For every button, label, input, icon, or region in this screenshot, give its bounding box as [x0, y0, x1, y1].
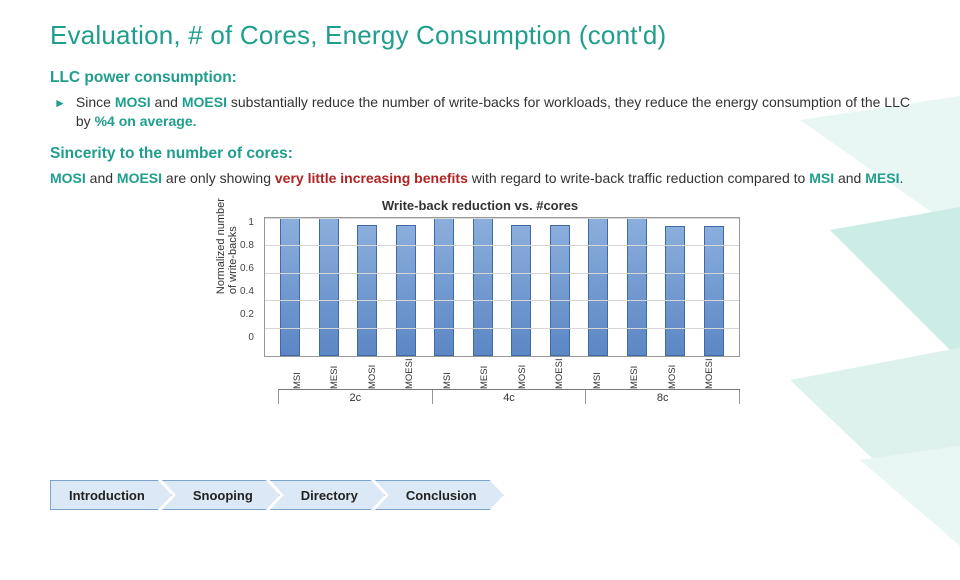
chart-x-tick: MSI: [442, 357, 464, 389]
nav-chevron-conclusion[interactable]: Conclusion: [375, 480, 504, 510]
chart-gridline: [265, 245, 739, 246]
chart-x-group: 4c: [433, 390, 587, 404]
chart-x-tick: MOSI: [367, 357, 389, 389]
chart-y-tick: 0.8: [240, 240, 254, 251]
chart-bars: [265, 218, 739, 356]
section2-heading: Sincerity to the number of cores:: [50, 145, 910, 163]
chart-bar: [511, 225, 531, 356]
chart-gridline: [265, 300, 739, 301]
section1-heading: LLC power consumption:: [50, 69, 910, 87]
chart-x-tick: MOESI: [704, 357, 726, 389]
chart-bar: [550, 225, 570, 356]
chart-y-axis: 1 0.8 0.6 0.4 0.2 0: [240, 217, 258, 357]
chart-x-tick: MOSI: [517, 357, 539, 389]
chart-y-tick: 0: [248, 332, 254, 343]
chart-y-tick: 0.2: [240, 309, 254, 320]
chart-x-ticks: MSI MESI MOSI MOESI MSI MESI MOSI MOESI MSI MESI M…: [278, 357, 740, 389]
chart-x-groups: 2c4c8c: [278, 389, 740, 404]
section2-paragraph: MOSI and MOESI are only showing very lit…: [50, 169, 910, 188]
chart-x-tick: MSI: [292, 357, 314, 389]
chart-x-tick: MESI: [329, 357, 351, 389]
nav-chevron-directory[interactable]: Directory: [270, 480, 385, 510]
chart-y-tick: 0.4: [240, 286, 254, 297]
chart-x-tick: MESI: [479, 357, 501, 389]
writeback-chart: Write-back reduction vs. #cores Normaliz…: [220, 198, 740, 404]
chart-x-tick: MOESI: [404, 357, 426, 389]
bullet-glyph: ►: [54, 96, 66, 110]
chart-bar: [627, 218, 647, 356]
chart-x-group: 2c: [278, 390, 433, 404]
breadcrumb-nav: IntroductionSnoopingDirectoryConclusion: [50, 480, 504, 510]
chart-gridline: [265, 273, 739, 274]
bullet-text: Since MOSI and MOESI substantially reduc…: [76, 93, 910, 131]
chart-gridline: [265, 218, 739, 219]
nav-chevron-introduction[interactable]: Introduction: [50, 480, 172, 510]
chart-bar: [434, 218, 454, 356]
bullet-item: ► Since MOSI and MOESI substantially red…: [50, 93, 910, 131]
chart-x-tick: MOESI: [554, 357, 576, 389]
chart-y-label: Normalized numberof write-backs: [215, 280, 239, 294]
chart-bar: [280, 218, 300, 356]
slide-title: Evaluation, # of Cores, Energy Consumpti…: [50, 20, 910, 51]
chart-bar: [588, 218, 608, 356]
chart-gridline: [265, 328, 739, 329]
chart-x-tick: MESI: [629, 357, 651, 389]
nav-chevron-snooping[interactable]: Snooping: [162, 480, 280, 510]
chart-bar: [319, 218, 339, 356]
chart-title: Write-back reduction vs. #cores: [220, 198, 740, 213]
chart-bar: [396, 225, 416, 356]
chart-bar: [473, 218, 493, 356]
chart-plot-area: [264, 217, 740, 357]
chart-y-tick: 0.6: [240, 263, 254, 274]
chart-x-tick: MOSI: [667, 357, 689, 389]
chart-x-group: 8c: [586, 390, 740, 404]
chart-bar: [357, 225, 377, 356]
chart-y-tick: 1: [248, 217, 254, 228]
chart-x-tick: MSI: [592, 357, 614, 389]
